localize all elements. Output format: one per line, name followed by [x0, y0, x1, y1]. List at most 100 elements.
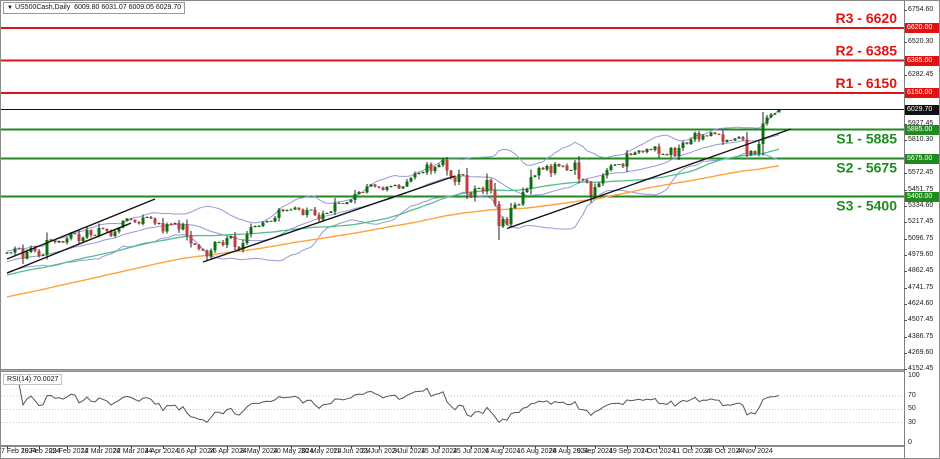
price-axis-tick-mark	[904, 173, 907, 174]
time-axis-label: 1 Oct 2024	[641, 448, 676, 455]
price-axis-tick-mark	[904, 140, 907, 141]
price-axis-tick-mark	[904, 369, 907, 370]
time-axis-label: 20 May 2024	[273, 448, 314, 455]
time-axis-tick-mark	[319, 446, 320, 449]
price-axis-tick-label: 4624.60	[908, 300, 934, 307]
price-axis-tick-mark	[904, 304, 907, 305]
time-axis-label: 4 Apr 2024	[145, 448, 179, 455]
time-axis-label: 19 Sep 2024	[609, 448, 649, 455]
time-axis-label: 3 Jul 2024	[393, 448, 426, 455]
price-axis-tick-mark	[904, 337, 907, 338]
time-axis-tick-mark	[471, 446, 472, 449]
price-axis-tick-label: 4979.60	[908, 251, 934, 258]
price-axis-tick-label: 5334.60	[908, 202, 934, 209]
rsi-scale-label: 30	[908, 419, 916, 426]
price-axis-tick-label: 4386.75	[908, 333, 934, 340]
price-chart-plot[interactable]: R3 - 6620 R2 - 6385 R1 - 6150 S1 - 5885 S2 -…	[1, 1, 904, 369]
time-axis-label: 23 Oct 2024	[705, 448, 744, 455]
time-axis-label: 30 May 2024	[301, 448, 342, 455]
price-axis-tick-mark	[904, 239, 907, 240]
price-axis-tick-label: 5096.75	[908, 235, 934, 242]
time-axis-label: 21 Jun 2024	[361, 448, 400, 455]
panel-divider[interactable]	[1, 369, 904, 372]
price-axis-separator	[904, 1, 905, 458]
time-axis-tick-mark	[351, 446, 352, 449]
level-label-R3: R3 - 6620	[836, 10, 898, 26]
level-label-S1: S1 - 5885	[836, 131, 897, 147]
price-axis-tick-mark	[904, 288, 907, 289]
price-axis-tick-label: 4269.60	[908, 349, 934, 356]
trend-line-4[interactable]	[506, 128, 792, 230]
time-axis-tick-mark	[227, 446, 228, 449]
current-price-badge: 6029.70	[905, 105, 939, 115]
level-label-S2: S2 - 5675	[836, 160, 897, 176]
trend-line-2[interactable]	[6, 222, 132, 274]
rsi-scale-label: 100	[908, 372, 920, 379]
time-axis-tick-mark	[535, 446, 536, 449]
level-price-badge-S2: 5675.00	[905, 154, 939, 164]
time-axis-label: 19 Feb 2024	[21, 448, 61, 455]
panel-divider[interactable]	[1, 445, 904, 447]
time-axis-label: 25 Jul 2024	[453, 448, 490, 455]
time-axis-tick-mark	[291, 446, 292, 449]
candlestick-series	[5, 109, 781, 264]
trend-line-1[interactable]	[6, 198, 156, 260]
ohlc-quote-label: 6009.80 6031.07 6009.05 6029.70	[74, 4, 182, 11]
time-axis-tick-mark	[627, 446, 628, 449]
price-axis-tick-mark	[904, 190, 907, 191]
time-axis-label: 6 Aug 2024	[485, 448, 521, 455]
price-axis-tick-mark	[904, 353, 907, 354]
bollinger-upper-band	[6, 109, 780, 252]
rsi-value-label: 70.0027	[33, 376, 59, 383]
time-axis-label: 8 May 2024	[241, 448, 278, 455]
time-axis-tick-mark	[439, 446, 440, 449]
slow-ma-line	[6, 164, 780, 298]
time-axis-tick-mark	[131, 446, 132, 449]
time-axis-tick-mark	[7, 446, 8, 449]
level-price-badge-R2: 6385.00	[905, 56, 939, 66]
time-axis-label: 4 Nov 2024	[737, 448, 773, 455]
level-price-badge-S1: 5885.00	[905, 125, 939, 135]
time-axis-tick-mark	[67, 446, 68, 449]
time-axis-tick-mark	[755, 446, 756, 449]
time-axis-label: 26 Apr 2024	[209, 448, 247, 455]
rsi-scale-label: 70	[908, 392, 916, 399]
price-axis-tick-label: 4507.45	[908, 316, 934, 323]
price-axis-tick-label: 6520.30	[908, 38, 934, 45]
price-axis-tick-label: 4741.75	[908, 284, 934, 291]
price-axis-tick-mark	[904, 124, 907, 125]
time-axis-label: 11 Jun 2024	[333, 448, 372, 455]
rsi-indicator-label: RSI(14) 70.0027	[3, 374, 63, 385]
time-axis-tick-mark	[659, 446, 660, 449]
time-axis-label: 15 Jul 2024	[421, 448, 458, 455]
time-axis-tick-mark	[691, 446, 692, 449]
price-axis-tick-mark	[904, 222, 907, 223]
rsi-scale-label: 50	[908, 405, 916, 412]
level-price-badge-R1: 6150.00	[905, 88, 939, 98]
price-axis-tick-label: 6754.60	[908, 6, 934, 13]
rsi-indicator-plot[interactable]	[1, 372, 904, 445]
price-axis-tick-label: 5810.30	[908, 136, 934, 143]
trend-line-3[interactable]	[202, 175, 456, 263]
level-price-badge-R3: 6620.00	[905, 23, 939, 33]
rsi-scale-label: 0	[908, 439, 912, 446]
price-axis-tick-mark	[904, 10, 907, 11]
time-axis-label: 16 Apr 2024	[177, 448, 215, 455]
price-axis-tick-mark	[904, 75, 907, 76]
collapse-indicator-icon[interactable]: ▼	[7, 5, 13, 11]
level-label-S3: S3 - 5400	[836, 198, 897, 214]
time-axis-tick-mark	[163, 446, 164, 449]
rsi-name-label: RSI(14)	[7, 376, 32, 383]
time-axis-label: 29 Feb 2024	[49, 448, 89, 455]
time-axis-label: 11 Oct 2024	[673, 448, 711, 455]
price-axis-tick-label: 6282.45	[908, 71, 934, 78]
level-label-R2: R2 - 6385	[836, 43, 898, 59]
time-axis-tick-mark	[411, 446, 412, 449]
price-axis-tick-mark	[904, 320, 907, 321]
price-axis-tick-mark	[904, 255, 907, 256]
symbol-title-box: ▼ US500Cash,Daily 6009.80 6031.07 6009.05…	[3, 2, 186, 14]
price-axis-tick-mark	[904, 206, 907, 207]
price-axis-tick-mark	[904, 271, 907, 272]
price-axis-tick-label: 5451.75	[908, 186, 934, 193]
time-axis-tick-mark	[567, 446, 568, 449]
